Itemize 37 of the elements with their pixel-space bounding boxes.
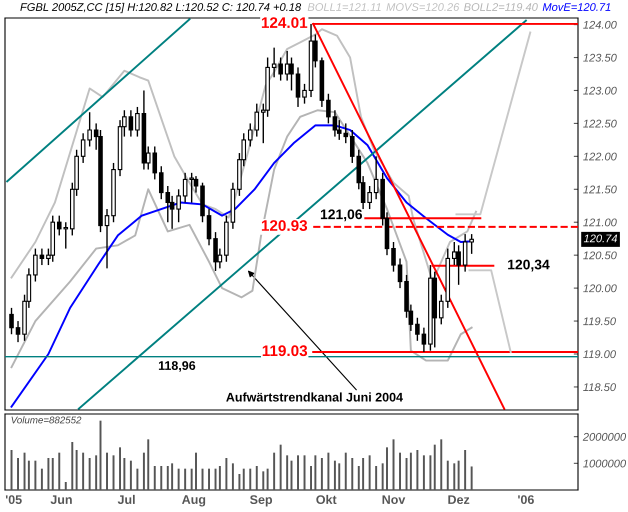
y-tick-label: 123.50 [583,54,617,62]
y-tick-label: 2000000 [582,432,626,441]
x-tick-label: Jul [118,494,135,504]
y-tick-label: 118.50 [583,383,616,392]
annotation: Aufwärtstrendkanal Juni 2004 [226,392,403,402]
y-tick-label: 121.50 [583,186,617,194]
text: 120.74 [584,234,618,242]
text: BOLL1=121.11 [308,3,381,11]
x-tick-label: Dez [448,495,470,504]
x-tick-label: '06 [518,495,534,504]
x-tick-label: Okt [316,494,336,504]
y-tick-label: 120.00 [583,284,617,292]
annotation: 121,06 [320,209,362,222]
annotation: 119.03 [262,345,308,356]
y-tick-label: 120.50 [583,251,617,260]
chart-title: Volume=882552 [12,416,82,424]
x-tick-label: Sep [250,495,272,507]
y-tick-label: 122.00 [583,152,617,160]
text: BOLL2=119.40 [464,3,538,11]
text: MovE=120.71 [542,3,610,11]
y-tick-label: 123.00 [583,86,617,95]
annotation: 120,34 [508,260,550,272]
x-tick-label: Aug [182,495,206,507]
y-tick-label: 119.50 [583,317,616,326]
y-tick-label: 1000000 [583,460,626,468]
chart-title: FGBL 2005Z,CC [15] H:120.82 L:120.52 C: 120.74 +0.18 [20,2,302,14]
y-tick-label: 122.50 [583,120,617,128]
y-tick-label: 124.00 [583,20,617,29]
annotation: 120.93 [262,220,308,231]
ref-line-label: 118,96 [158,361,196,372]
x-tick-label: Nov [382,495,406,504]
y-tick-label: 121.00 [583,218,617,226]
x-tick-label: '05 [6,495,22,504]
y-tick-label: 119.00 [583,350,616,358]
annotation: 124.01 [262,17,308,28]
x-tick-label: Jun [50,495,72,504]
text: MOVS=120.26 [386,3,460,11]
